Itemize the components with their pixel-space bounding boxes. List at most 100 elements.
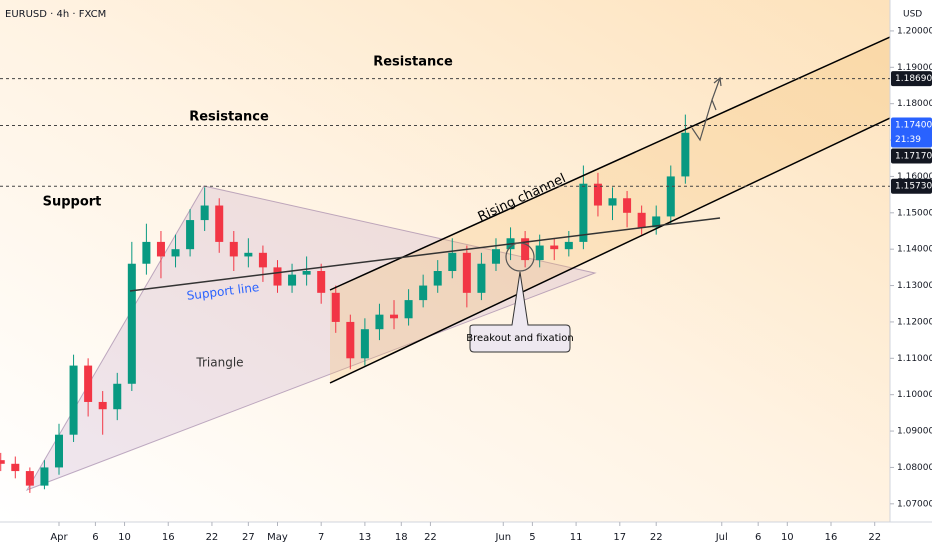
candle-body bbox=[550, 245, 559, 250]
candle-body bbox=[258, 252, 267, 268]
x-tick-label: Jun bbox=[494, 532, 511, 543]
candle-body bbox=[25, 471, 34, 486]
y-tick-label: 1.19000 bbox=[897, 63, 932, 73]
x-tick-label: 6 bbox=[92, 532, 98, 543]
x-tick-label: 13 bbox=[359, 532, 372, 543]
candle-body bbox=[142, 241, 151, 264]
breakout-circle bbox=[505, 242, 535, 272]
candle-body bbox=[666, 176, 675, 217]
y-tick-label: 1.08000 bbox=[897, 463, 932, 473]
x-tick-label: 27 bbox=[242, 532, 255, 543]
candle-body bbox=[171, 249, 180, 257]
candle-body bbox=[229, 241, 238, 257]
y-tick-label: 1.10000 bbox=[897, 390, 932, 400]
candle-body bbox=[317, 271, 326, 293]
x-tick-label: 11 bbox=[570, 532, 583, 543]
channel-upper bbox=[329, 36, 891, 291]
projection-arrow bbox=[691, 76, 722, 142]
channel-fill bbox=[330, 37, 890, 383]
candle-body bbox=[11, 463, 20, 472]
x-tick-label: May bbox=[267, 532, 288, 543]
candle-body bbox=[84, 365, 93, 402]
x-tick-label: Jul bbox=[715, 532, 728, 543]
candle-body bbox=[521, 238, 530, 261]
x-tick-label: 16 bbox=[162, 532, 175, 543]
price-label-box bbox=[891, 71, 932, 87]
x-tick-label: Apr bbox=[50, 532, 68, 543]
candle-body bbox=[69, 365, 78, 435]
candle-body bbox=[288, 274, 297, 286]
candle-body bbox=[244, 252, 253, 257]
chart-title: EURUSD · 4h · FXCM bbox=[5, 9, 106, 20]
candle-body bbox=[98, 401, 107, 410]
price-label: 1.18690 bbox=[895, 74, 932, 84]
resistance-label: Resistance bbox=[373, 55, 453, 70]
candle-body bbox=[491, 249, 500, 264]
candle-body bbox=[404, 300, 413, 319]
candle-body bbox=[273, 267, 282, 286]
price-axis-bg bbox=[890, 0, 932, 550]
x-tick-label: 22 bbox=[868, 532, 881, 543]
candle-body bbox=[535, 245, 544, 261]
price-label-box bbox=[891, 148, 932, 164]
callout-box bbox=[469, 271, 571, 353]
channel-lower bbox=[329, 117, 891, 384]
candle-body bbox=[448, 252, 457, 272]
candle-body bbox=[462, 252, 471, 293]
support-line bbox=[129, 217, 721, 292]
candle-body bbox=[564, 241, 573, 250]
time-axis-bg bbox=[0, 522, 890, 550]
candle-body bbox=[40, 467, 49, 486]
candle-body bbox=[54, 434, 63, 468]
y-tick-label: 1.07000 bbox=[897, 499, 932, 509]
x-tick-label: 7 bbox=[318, 532, 324, 543]
triangle-label: Triangle bbox=[195, 356, 243, 370]
x-tick-label: 16 bbox=[825, 532, 838, 543]
x-tick-label: 10 bbox=[118, 532, 131, 543]
candle-body bbox=[302, 271, 311, 275]
currency-label: USD bbox=[903, 10, 922, 20]
x-tick-label: 17 bbox=[613, 532, 626, 543]
price-label: 1.15730 bbox=[895, 182, 932, 192]
candle-body bbox=[637, 212, 646, 228]
support-label: Support bbox=[43, 195, 102, 210]
candle-body bbox=[652, 216, 661, 228]
price-label-box bbox=[891, 178, 932, 194]
price-label-box bbox=[891, 117, 932, 148]
x-tick-label: 22 bbox=[424, 532, 437, 543]
y-tick-label: 1.14000 bbox=[897, 245, 932, 255]
x-tick-label: 22 bbox=[650, 532, 663, 543]
candle-body bbox=[419, 285, 428, 301]
y-tick-label: 1.13000 bbox=[897, 281, 932, 291]
candle-body bbox=[360, 329, 369, 359]
candle-body bbox=[623, 198, 632, 213]
candle-body bbox=[186, 220, 195, 250]
x-tick-label: 22 bbox=[206, 532, 219, 543]
callout-text: Breakout and fixation bbox=[466, 333, 574, 344]
candle-body bbox=[390, 314, 399, 319]
x-tick-label: 18 bbox=[395, 532, 408, 543]
candle-body bbox=[200, 205, 209, 221]
y-tick-label: 1.20000 bbox=[897, 26, 932, 36]
y-tick-label: 1.11000 bbox=[897, 354, 932, 364]
price-countdown: 21:39 bbox=[895, 135, 921, 145]
resistance-label: Resistance bbox=[189, 110, 269, 125]
candle-body bbox=[593, 183, 602, 206]
y-tick-label: 1.12000 bbox=[897, 317, 932, 327]
y-tick-label: 1.15000 bbox=[897, 208, 932, 218]
candle-body bbox=[346, 321, 355, 359]
y-tick-label: 1.09000 bbox=[897, 427, 932, 437]
x-tick-label: 6 bbox=[755, 532, 761, 543]
candle-body bbox=[375, 314, 384, 330]
candle-body bbox=[127, 263, 136, 384]
candle-body bbox=[477, 263, 486, 293]
price-label: 1.17400 bbox=[895, 120, 932, 130]
price-label: 1.17170 bbox=[895, 151, 932, 161]
y-tick-label: 1.16000 bbox=[897, 172, 932, 182]
x-tick-label: 10 bbox=[781, 532, 794, 543]
candle-body bbox=[433, 271, 442, 286]
candle-body bbox=[156, 241, 165, 257]
y-tick-label: 1.18000 bbox=[897, 99, 932, 109]
candle-body bbox=[0, 460, 5, 464]
